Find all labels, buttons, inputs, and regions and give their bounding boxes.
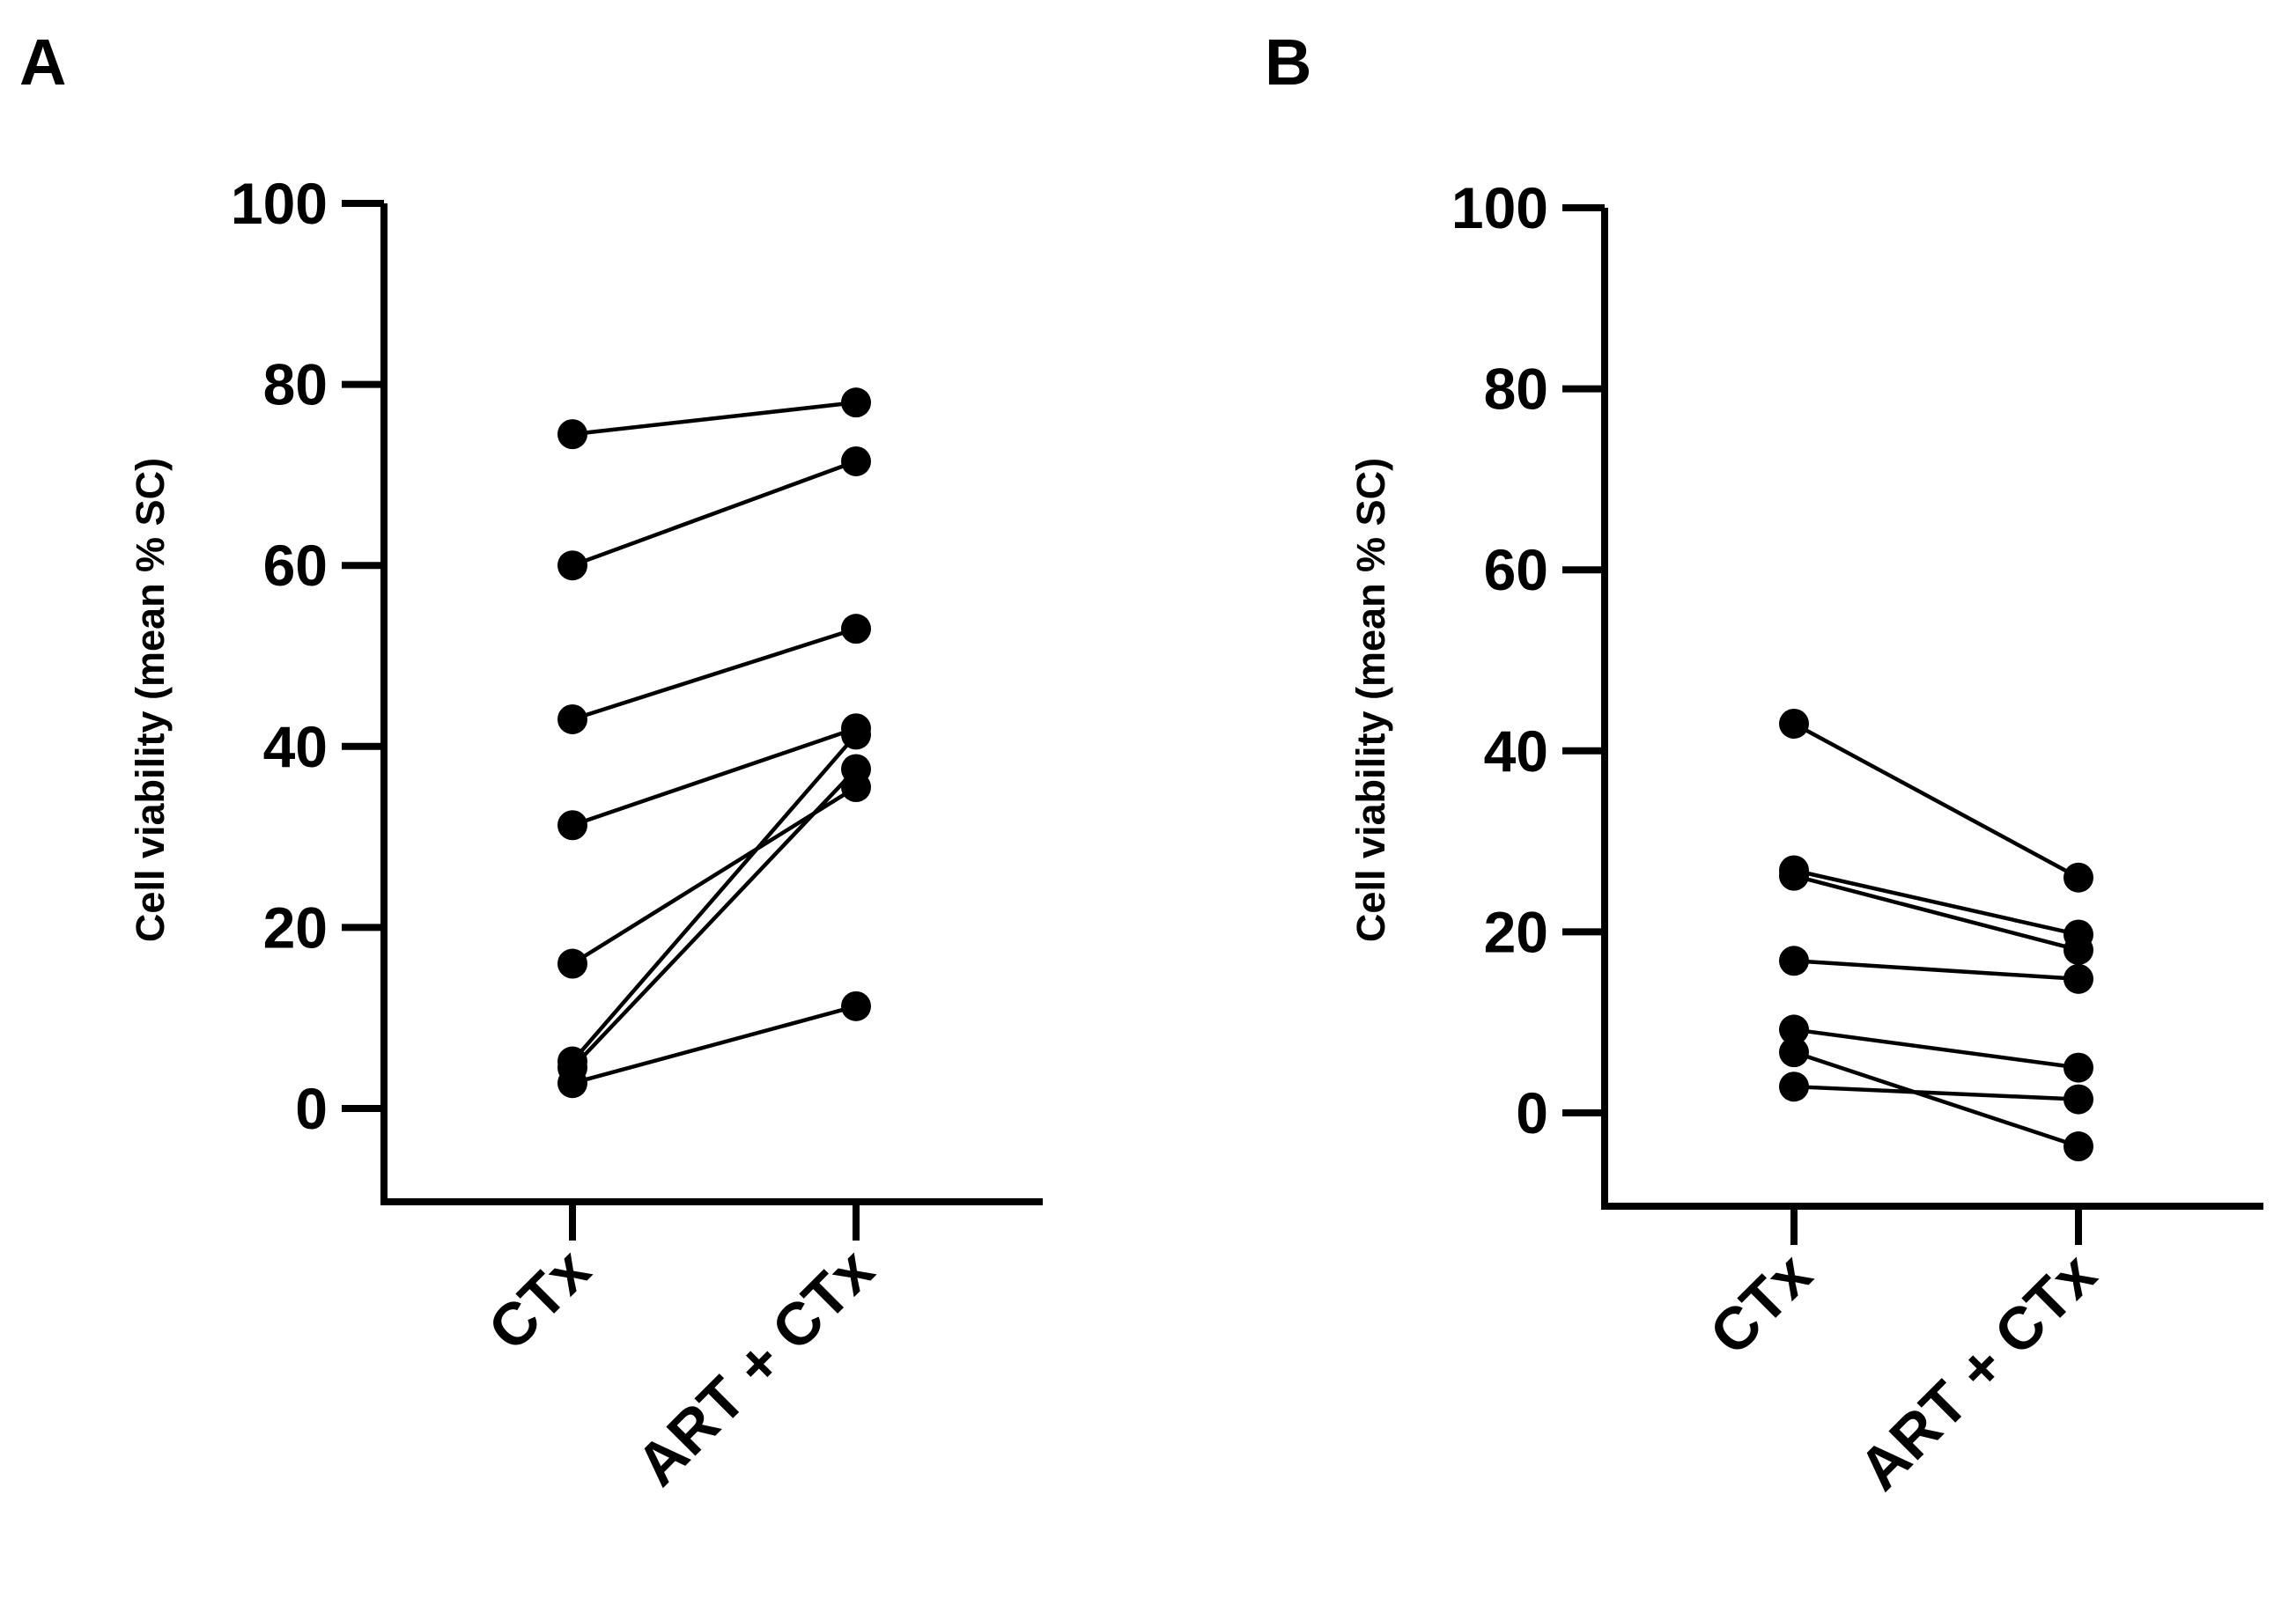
panel-a-y-tick-label: 20 [263, 895, 328, 960]
panel-a-y-tick-label: 40 [263, 714, 328, 779]
panel-a-point-sample-8-ctx [557, 1068, 587, 1099]
panel-b-series-line-sample-2 [1793, 868, 2079, 937]
panel-b-point-sample-5-art-ctx [2063, 1052, 2093, 1083]
panel-a-point-sample-2-art-ctx [841, 446, 871, 476]
panel-b-series-line-sample-4 [1793, 959, 2079, 982]
panel-b-point-sample-6-art-ctx [2063, 1131, 2093, 1162]
panel-a-y-tick-label: 0 [295, 1076, 328, 1141]
panel-a-series-line-sample-8 [572, 1004, 857, 1086]
panel-b-point-sample-5-ctx [1779, 1014, 1809, 1045]
panel-a-point-sample-1-ctx [557, 419, 587, 450]
panel-a-x-category-label: ART + CTx [624, 1236, 886, 1499]
panel-b-point-sample-4-ctx [1779, 946, 1809, 976]
panel-a-point-sample-7-art-ctx [841, 754, 871, 784]
panel-b-series-line-sample-5 [1793, 1027, 2079, 1070]
panel-a-series-line-sample-2 [572, 459, 857, 568]
panel-b-x-category-label: ART + CTx [1846, 1241, 2108, 1503]
panel-b-point-sample-1-art-ctx [2063, 862, 2093, 893]
panel-b-y-tick-label: 40 [1484, 718, 1548, 784]
panel-b-letter: B [1265, 26, 1311, 99]
panel-a-y-tick-label: 100 [231, 171, 328, 236]
panel-a-point-sample-4-ctx [557, 810, 587, 841]
panel-b-point-sample-7-ctx [1779, 1071, 1809, 1102]
panel-b-point-sample-6-ctx [1779, 1037, 1809, 1068]
panel-a-point-sample-2-ctx [557, 550, 587, 581]
panel-b-point-sample-3-art-ctx [2063, 934, 2093, 965]
panel-a-series-line-sample-6 [571, 733, 858, 1064]
panel-b-x-category-label: CTx [1697, 1241, 1825, 1368]
panel-b-y-tick-label: 60 [1484, 537, 1548, 602]
panel-a-point-sample-8-art-ctx [841, 990, 871, 1021]
panel-b-series-line-sample-3 [1793, 873, 2079, 953]
panel-b-data-marks [1779, 708, 2093, 1162]
panel-b-point-sample-4-art-ctx [2063, 963, 2093, 994]
panel-a-x-category-label: CTx [476, 1236, 603, 1364]
panel-a-point-sample-5-ctx [557, 948, 587, 979]
panel-b-y-tick-label: 20 [1484, 899, 1548, 964]
panel-a-series-line-sample-3 [572, 627, 857, 722]
panel-b-y-axis-title: Cell viability (mean % SC) [1348, 458, 1393, 942]
panel-a-axes: 0 20 40 60 80 100 CTx ART + CTx [231, 171, 1043, 1499]
panel-a-series-line-sample-4 [572, 726, 857, 828]
panel-b-y-tick-label: 80 [1484, 357, 1548, 422]
panel-a-point-sample-1-art-ctx [841, 387, 871, 418]
panel-b-axes: 0 20 40 60 80 100 CTx ART + CTx [1451, 175, 2263, 1503]
panel-a-point-sample-3-art-ctx [841, 614, 871, 644]
panel-a-data-marks [557, 387, 871, 1099]
panel-a-series-line-sample-7 [571, 767, 858, 1070]
panel-b-point-sample-1-ctx [1779, 708, 1809, 739]
panel-a-point-sample-6-art-ctx [841, 719, 871, 750]
panel-b-series-line-sample-1 [1792, 721, 2080, 880]
panel-a-y-axis-title: Cell viability (mean % SC) [128, 458, 173, 942]
panel-a-y-tick-label: 60 [263, 533, 328, 598]
panel-b-point-sample-7-art-ctx [2063, 1084, 2093, 1115]
panel-b-series-line-sample-6 [1793, 1049, 2079, 1149]
panel-b-point-sample-3-ctx [1779, 860, 1809, 891]
panel-a-series-line-sample-1 [572, 400, 857, 437]
panel-a-y-tick-label: 80 [263, 352, 328, 417]
panel-a-letter: A [19, 26, 66, 99]
panel-b: B Cell viability (mean % SC) 0 20 40 60 80 10… [1265, 26, 2263, 1503]
panel-b-series-line-sample-7 [1793, 1084, 2079, 1101]
panel-b-y-tick-label: 0 [1516, 1080, 1548, 1145]
panel-a: A Cell viability (mean % SC) 0 20 40 60 80 10… [19, 26, 1043, 1499]
panel-a-point-sample-3-ctx [557, 703, 587, 734]
panel-b-y-tick-label: 100 [1451, 175, 1548, 240]
